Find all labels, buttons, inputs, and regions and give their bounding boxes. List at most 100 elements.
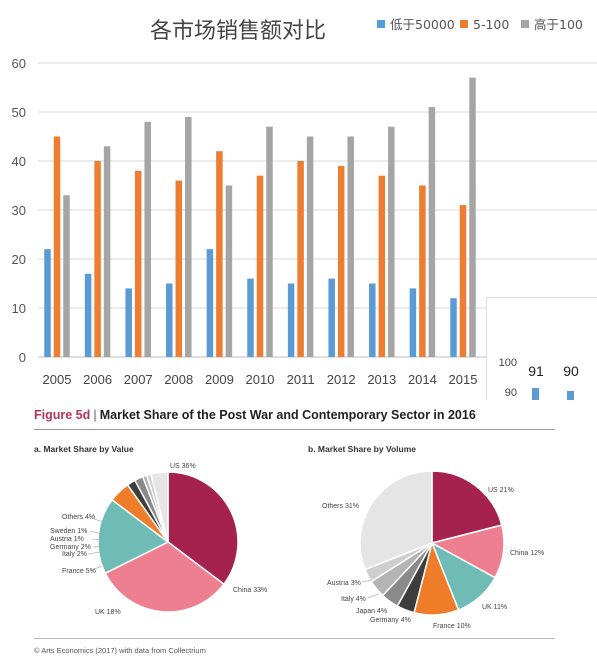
pie-a-slice-label: Others 4% [62, 514, 95, 521]
pie-a-slice-label: US 36% [170, 463, 196, 470]
x-tick-label: 2011 [287, 372, 315, 387]
figure-footer-rule [34, 638, 555, 639]
pie-a-slice-3 [97, 498, 170, 575]
y-tick-label: 30 [12, 203, 26, 218]
pie-b-leader-line [361, 579, 373, 583]
x-tick-label: 2010 [246, 372, 275, 387]
bar-2013-2 [378, 175, 386, 357]
bar-2008-2 [175, 180, 183, 357]
pie-a-leader-line [86, 516, 105, 523]
inset-data-label: 90 [563, 363, 579, 379]
pie-b-slice-label: Austria 3% [327, 580, 361, 587]
bar-2006-2 [94, 161, 101, 357]
pie-b-slice-label: US 21% [488, 487, 514, 494]
y-tick-label: 20 [12, 252, 26, 267]
figure-title-text: Market Share of the Post War and Contemp… [99, 408, 476, 422]
bar-2008-3 [185, 116, 192, 358]
pie-b-leader-line [367, 593, 379, 599]
legend-swatch [521, 20, 529, 28]
pie-a-leader-line [87, 551, 101, 555]
x-tick-label: 2012 [327, 372, 356, 387]
inset-data-label: 91 [528, 363, 544, 379]
bar-2012-3 [347, 136, 354, 357]
bar-2007-1 [125, 288, 132, 357]
pie-b-heading: b. Market Share by Volume [308, 444, 417, 454]
bar-2014-1 [409, 288, 417, 357]
y-tick-label: 40 [12, 154, 26, 169]
y-tick-label: 60 [12, 56, 26, 71]
pie-b-slice-9 [359, 470, 433, 571]
pie-a-slice-label: Italy 2% [62, 551, 87, 558]
pie-a-slice-2 [104, 541, 225, 613]
pie-a-slice-label: UK 18% [95, 609, 121, 616]
pie-b-slice-label: Germany 4% [370, 617, 411, 624]
bar-2012-1 [328, 278, 335, 357]
pie-a-slice-9 [150, 471, 169, 543]
inset-chart-svg: 100 90 91 90 [499, 357, 579, 408]
bar-2006-1 [84, 273, 92, 357]
figure-title-rule [34, 429, 555, 430]
pie-a-leader-line [89, 530, 103, 535]
bar-2013-1 [369, 283, 376, 357]
figure-source: © Arts Economics (2017) with data from C… [34, 646, 206, 655]
pie-a-slice-label: Sweden 1% [50, 528, 87, 535]
pie-a-heading: a. Market Share by Value [34, 444, 134, 454]
x-tick-label: 2013 [367, 372, 396, 387]
pie-b-slice-label: China 12% [510, 550, 544, 557]
market-share-figure: Figure 5d | Market Share of the Post War a… [0, 400, 597, 663]
pie-a-leader-line [91, 538, 101, 541]
bar-2005-2 [53, 136, 61, 357]
chart-title: 各市场销售额对比 [150, 19, 326, 44]
bar-2009-1 [206, 249, 214, 357]
inset-bar [567, 391, 574, 408]
pie-b-slice-label: France 10% [433, 623, 471, 630]
pie-b-slice-label: UK 11% [482, 604, 507, 611]
legend-label: 5-100 [473, 17, 509, 32]
x-tick-label: 2008 [164, 372, 193, 387]
pie-a-slice-label: Germany 2% [50, 544, 91, 551]
bar-2007-2 [134, 170, 142, 357]
x-tick-label: 2014 [408, 372, 437, 387]
bar-2005-1 [44, 249, 51, 357]
pie-charts-svg: US 36%China 33%UK 18%France 5%Italy 2%Ge… [50, 463, 544, 630]
bar-2007-3 [144, 121, 151, 357]
bar-2009-3 [225, 185, 233, 357]
y-tick-label: 50 [12, 105, 26, 120]
x-tick-label: 2006 [83, 372, 112, 387]
legend-label: 低于50000 [390, 17, 455, 32]
x-tick-label: 2007 [124, 372, 153, 387]
bar-2015-1 [450, 298, 457, 357]
pie-b-slice-label: Japan 4% [356, 608, 387, 615]
pie-a-slice-label: China 33% [233, 587, 267, 594]
x-tick-label: 2015 [449, 372, 478, 387]
pie-a-slice-label: France 5% [62, 568, 96, 575]
pie-b-slice-1 [431, 470, 503, 544]
pie-b-slice-label: Italy 4% [341, 596, 366, 603]
pie-a-leader-line [93, 545, 101, 548]
figure-separator: | [93, 408, 97, 422]
bar-2015-3 [469, 77, 476, 357]
bar-2014-3 [428, 107, 436, 357]
inset-y-tick-label: 90 [505, 387, 517, 399]
pie-a-leader-line [91, 565, 103, 571]
pie-b-slice-label: Others 31% [322, 503, 359, 510]
bar-2008-1 [166, 283, 173, 357]
bar-2011-3 [306, 136, 314, 357]
pie-a-slice-1 [167, 471, 239, 586]
legend-label: 高于100 [534, 17, 583, 32]
bar-2009-2 [216, 151, 223, 357]
figure-title: Figure 5d | Market Share of the Post War a… [34, 408, 476, 422]
legend-swatch [460, 20, 468, 28]
bar-2011-2 [297, 161, 304, 357]
bar-2005-3 [63, 195, 70, 357]
bar-2011-1 [287, 283, 295, 357]
bar-2013-3 [388, 126, 395, 357]
bar-2014-2 [419, 185, 426, 357]
bar-2010-3 [266, 126, 273, 357]
legend-swatch [377, 20, 385, 28]
bar-2006-3 [103, 146, 111, 357]
y-tick-label: 0 [19, 350, 26, 365]
bar-2015-2 [459, 205, 467, 357]
x-tick-label: 2005 [43, 372, 72, 387]
figure-number: Figure 5d [34, 408, 91, 422]
